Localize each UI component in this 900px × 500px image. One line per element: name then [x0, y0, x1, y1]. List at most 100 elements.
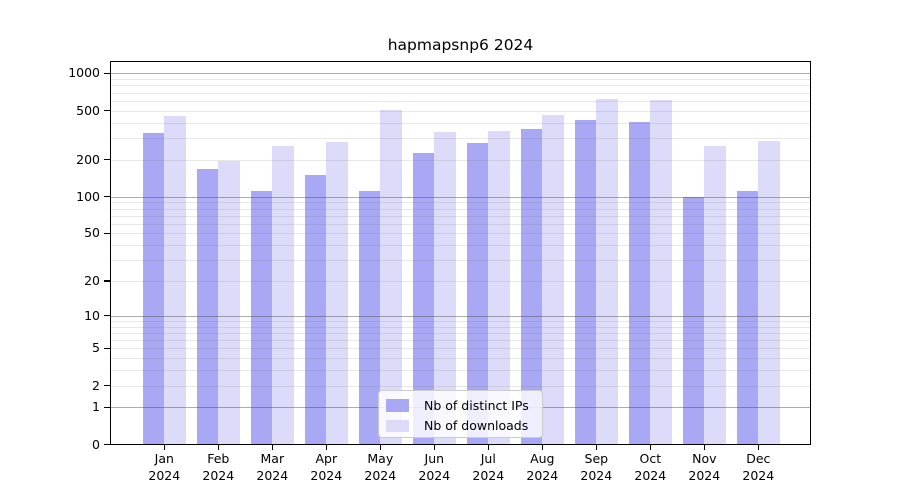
y-tick-label-1: 1 [92, 399, 100, 415]
x-tick-mark-oct [649, 444, 652, 450]
y-tick-mark-20 [104, 280, 110, 282]
y-tick-label-10: 10 [84, 307, 100, 323]
legend-label-downloads: Nb of downloads [424, 418, 529, 434]
x-tick-year: 2024 [418, 467, 451, 483]
gridline-minor-7 [110, 332, 811, 334]
gridline-minor-700 [110, 92, 811, 94]
bar-nb-of-downloads-dec [758, 141, 780, 445]
gridline-minor-9 [110, 320, 811, 322]
x-tick-year: 2024 [580, 467, 613, 483]
x-tick-label-aug: Aug 2024 [512, 451, 572, 484]
y-tick-mark-200 [104, 158, 110, 161]
bar-nb-of-downloads-jul [488, 130, 510, 445]
y-tick-mark-1000 [104, 72, 110, 75]
y-tick-label-5: 5 [92, 340, 100, 356]
x-tick-mark-may [379, 444, 382, 450]
y-tick-label-20: 20 [84, 273, 100, 288]
x-tick-year: 2024 [742, 467, 775, 483]
x-tick-label-may: May 2024 [350, 451, 410, 484]
plot-frame [110, 61, 811, 445]
y-tick-mark-50 [104, 232, 110, 235]
x-tick-label-sep: Sep 2024 [566, 451, 626, 484]
legend: Nb of distinct IPs Nb of downloads [378, 390, 543, 438]
y-tick-label-50: 50 [84, 225, 100, 241]
bar-nb-of-downloads-nov [704, 145, 726, 445]
x-tick-label-jun: Jun 2024 [404, 451, 464, 484]
bar-nb-of-distinct-ips-mar [250, 191, 273, 445]
distinct-ips-swatch [386, 399, 409, 412]
x-tick-month: Jun [424, 451, 445, 466]
x-tick-month: Jan [154, 451, 174, 466]
x-tick-label-nov: Nov 2024 [674, 451, 734, 484]
gridline-minor-3 [110, 370, 811, 372]
y-tick-label-1000: 1000 [68, 65, 100, 81]
gridline-minor-70 [110, 215, 811, 217]
bar-nb-of-downloads-oct [650, 99, 672, 445]
x-tick-month: May [367, 451, 394, 466]
gridline-minor-60 [110, 223, 811, 225]
legend-label-distinct-ips: Nb of distinct IPs [424, 397, 529, 413]
x-tick-year: 2024 [256, 467, 289, 483]
plot-area [110, 61, 811, 445]
x-tick-mark-aug [541, 444, 544, 450]
gridline-major-100 [110, 196, 811, 198]
y-tick-mark-0 [104, 443, 110, 446]
gridline-minor-600 [110, 100, 811, 102]
x-tick-month: Sep [584, 451, 609, 466]
legend-row-downloads: Nb of downloads [379, 416, 542, 437]
y-tick-label-100: 100 [76, 188, 100, 204]
x-tick-month: Feb [207, 451, 230, 466]
downloads-swatch [386, 419, 409, 432]
bar-nb-of-downloads-jan [164, 116, 186, 445]
legend-row-distinct-ips: Nb of distinct IPs [379, 395, 542, 416]
x-tick-month: Apr [315, 451, 338, 466]
bars-layer [110, 61, 811, 445]
gridline-minor-20 [110, 281, 811, 282]
x-tick-month: Mar [260, 451, 285, 466]
bar-nb-of-distinct-ips-jun [412, 153, 435, 445]
x-tick-year: 2024 [688, 467, 721, 483]
x-tick-month: Jul [480, 451, 496, 466]
gridline-minor-6 [110, 340, 811, 341]
x-tick-label-oct: Oct 2024 [620, 451, 680, 484]
bar-nb-of-distinct-ips-oct [628, 121, 651, 445]
x-tick-month: Aug [530, 451, 555, 466]
x-tick-mark-jun [433, 444, 436, 450]
x-tick-mark-nov [703, 444, 706, 450]
x-tick-label-jan: Jan 2024 [134, 451, 194, 484]
x-tick-mark-dec [757, 444, 760, 450]
x-tick-label-feb: Feb 2024 [188, 451, 248, 484]
gridline-minor-800 [110, 85, 811, 87]
bar-nb-of-downloads-mar [272, 145, 294, 445]
x-tick-label-mar: Mar 2024 [242, 451, 302, 484]
x-tick-mark-jul [487, 444, 490, 450]
x-tick-mark-mar [271, 444, 274, 450]
x-tick-label-apr: Apr 2024 [296, 451, 356, 484]
gridline-minor-8 [110, 326, 811, 328]
gridlines-layer [110, 61, 811, 445]
gridline-minor-900 [110, 79, 811, 81]
bar-nb-of-distinct-ips-may [358, 191, 381, 445]
gridline-minor-30 [110, 260, 811, 262]
x-tick-mark-feb [217, 444, 220, 450]
gridline-minor-500 [110, 110, 811, 112]
gridline-minor-90 [110, 202, 811, 204]
bar-nb-of-downloads-feb [218, 160, 240, 445]
gridline-minor-400 [110, 122, 811, 124]
bar-nb-of-distinct-ips-nov [682, 196, 705, 445]
gridline-minor-50 [110, 233, 811, 235]
bar-nb-of-distinct-ips-jan [142, 132, 165, 445]
x-tick-year: 2024 [148, 467, 181, 483]
bar-nb-of-distinct-ips-jul [466, 142, 489, 445]
gridline-minor-4 [110, 358, 811, 360]
bar-nb-of-distinct-ips-dec [736, 191, 759, 445]
bar-nb-of-distinct-ips-feb [196, 169, 219, 445]
gridline-minor-5 [110, 348, 811, 350]
y-tick-mark-5 [104, 347, 110, 350]
y-tick-label-200: 200 [76, 151, 100, 167]
bar-nb-of-downloads-sep [596, 98, 618, 445]
y-tick-label-0: 0 [92, 436, 100, 452]
x-tick-year: 2024 [364, 467, 397, 483]
gridline-minor-2 [110, 385, 811, 387]
